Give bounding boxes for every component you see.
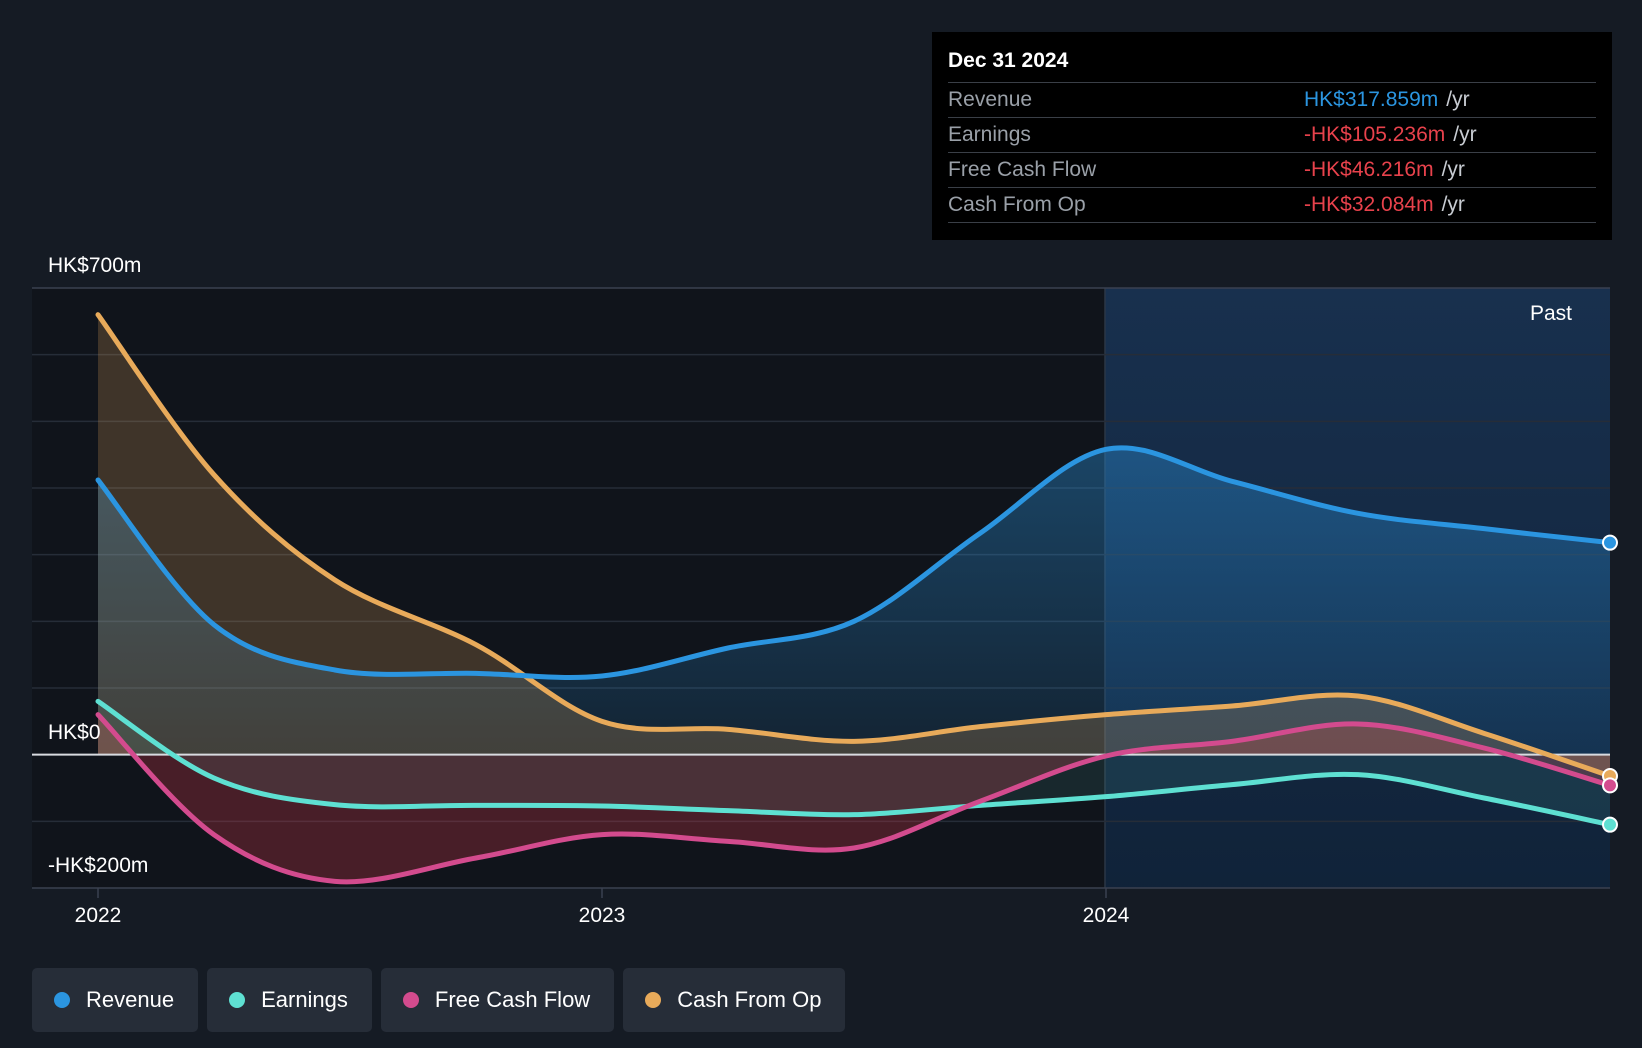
area-revenue [98, 447, 1610, 755]
legend-item-revenue[interactable]: Revenue [32, 968, 199, 1032]
tooltip-row-revenue: Revenue HK$317.859m /yr [948, 83, 1596, 118]
tooltip-value: -HK$32.084m [1304, 193, 1434, 216]
legend-dot-icon [645, 992, 662, 1008]
line-cash-from-op [95, 312, 1613, 779]
legend-dot-icon [54, 992, 70, 1008]
legend-item-cash-from-op[interactable]: Cash From Op [623, 968, 846, 1032]
tooltip-row-cash-from-op: Cash From Op -HK$32.084m /yr [948, 188, 1596, 223]
end-marker-revenue [1602, 534, 1618, 551]
legend-label: Earnings [261, 987, 348, 1012]
tooltip-unit: /yr [1441, 193, 1465, 216]
line-free-cash-flow [95, 712, 1613, 885]
end-marker-free-cash-flow [1602, 777, 1618, 794]
tooltip-unit: /yr [1453, 123, 1477, 146]
tooltip-row-earnings: Earnings -HK$105.236m /yr [948, 118, 1596, 153]
area-cash-from-op [98, 314, 1610, 776]
y-label-bottom: -HK$200m [48, 854, 148, 877]
x-axis-ticks: 2022 2023 2024 [75, 888, 1130, 927]
legend-item-free-cash-flow[interactable]: Free Cash Flow [380, 968, 615, 1032]
y-label-top: HK$700m [48, 254, 141, 277]
x-tick-label: 2022 [75, 904, 122, 927]
line-earnings [95, 698, 1613, 828]
legend-dot-icon [402, 992, 419, 1008]
line-revenue [95, 445, 1613, 681]
past-label: Past [1530, 302, 1572, 325]
legend-dot-icon [229, 992, 246, 1008]
tooltip-label: Cash From Op [948, 193, 1086, 216]
x-tick-label: 2023 [579, 904, 626, 927]
data-tooltip: Dec 31 2024 Revenue HK$317.859m /yr Earn… [932, 32, 1612, 240]
series-end-markers [1602, 534, 1618, 833]
legend-label: Revenue [86, 987, 175, 1012]
legend-label: Free Cash Flow [434, 987, 591, 1012]
tooltip-value: -HK$46.216m [1304, 158, 1434, 181]
tooltip-unit: /yr [1441, 158, 1465, 181]
tooltip-unit: /yr [1446, 88, 1470, 111]
end-marker-earnings [1602, 816, 1618, 833]
y-label-zero: HK$0 [48, 721, 101, 744]
series-areas [98, 314, 1610, 882]
tooltip-row-free-cash-flow: Free Cash Flow -HK$46.216m /yr [948, 153, 1596, 188]
tooltip-label: Revenue [948, 88, 1033, 111]
tooltip-value: -HK$105.236m [1304, 123, 1446, 146]
legend: Revenue Earnings Free Cash Flow Cash Fro… [32, 968, 846, 1032]
tooltip-value: HK$317.859m [1304, 88, 1439, 111]
area-free-cash-flow [98, 714, 1610, 882]
series-lines [95, 312, 1613, 885]
x-tick-label: 2024 [1083, 904, 1130, 927]
legend-label: Cash From Op [677, 987, 822, 1012]
tooltip-label: Free Cash Flow [948, 158, 1097, 181]
tooltip-date: Dec 31 2024 [948, 48, 1596, 83]
legend-item-earnings[interactable]: Earnings [207, 968, 372, 1032]
area-earnings [98, 701, 1610, 825]
tooltip-label: Earnings [948, 123, 1031, 146]
